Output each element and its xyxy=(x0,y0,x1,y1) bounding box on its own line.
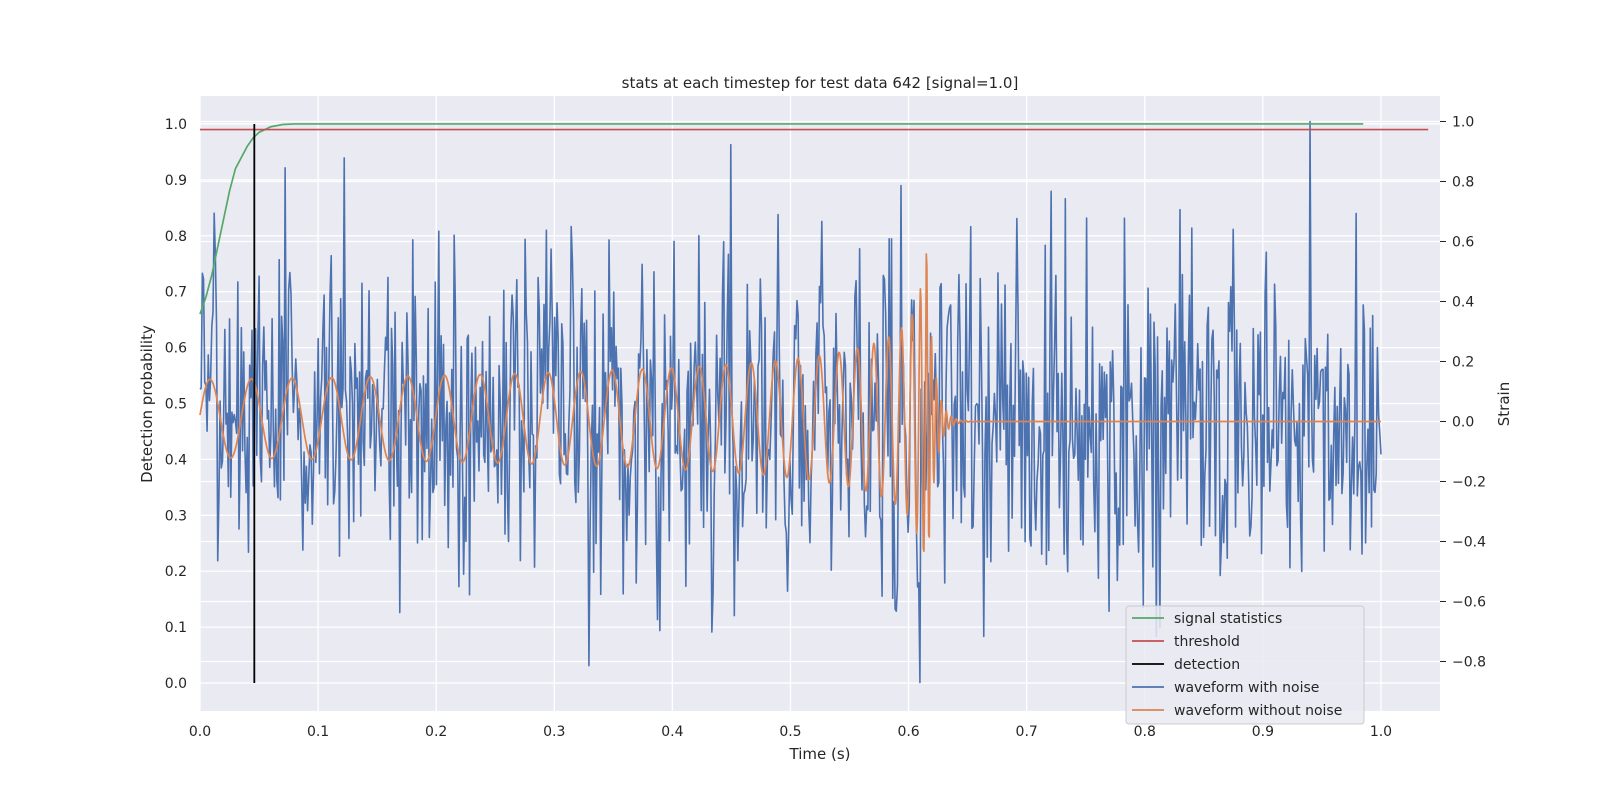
y-left-tick-label: 0.1 xyxy=(165,620,187,636)
x-ticks: 0.0 0.1 0.2 0.3 0.4 0.5 0.6 0.7 0.8 0.9 1.0 xyxy=(189,724,1392,740)
x-tick-label: 0.6 xyxy=(897,724,919,740)
y-left-tick-label: 0.7 xyxy=(165,285,187,301)
y-left-tick-label: 0.5 xyxy=(165,397,187,413)
x-tick-label: 0.5 xyxy=(779,724,801,740)
y-right-ticks: −0.8 −0.6 −0.4 −0.2 0.0 0.2 0.4 0.6 0.8 1.0 xyxy=(1440,115,1486,671)
x-axis-label: Time (s) xyxy=(789,745,851,763)
x-tick-label: 0.7 xyxy=(1016,724,1038,740)
series-waveform-with-noise xyxy=(199,120,1382,684)
y-right-tick-label: 0.0 xyxy=(1452,415,1474,431)
legend-label: detection xyxy=(1174,657,1240,673)
y-left-tick-label: 0.4 xyxy=(165,452,187,468)
y-right-tick-label: 1.0 xyxy=(1452,115,1474,131)
y-left-tick-label: 0.3 xyxy=(165,508,187,524)
series-layer xyxy=(199,120,1429,684)
series-waveform-without-noise xyxy=(199,253,1382,553)
legend-label: waveform without noise xyxy=(1174,703,1342,719)
y-right-tick-label: 0.4 xyxy=(1452,295,1474,311)
x-tick-label: 0.4 xyxy=(661,724,683,740)
x-tick-label: 0.0 xyxy=(189,724,211,740)
x-tick-label: 0.8 xyxy=(1134,724,1156,740)
y-axis-label-right: Strain xyxy=(1495,382,1513,426)
y-left-tick-label: 0.9 xyxy=(165,173,187,189)
series-signal-statistics xyxy=(199,123,1364,315)
legend-label: signal statistics xyxy=(1174,611,1282,627)
y-right-tick-label: −0.8 xyxy=(1452,655,1486,671)
legend-box xyxy=(1125,605,1365,725)
y-left-ticks: 0.0 0.1 0.2 0.3 0.4 0.5 0.6 0.7 0.8 0.9 1.0 xyxy=(165,117,187,692)
legend-label: waveform with noise xyxy=(1174,680,1319,696)
chart-title: stats at each timestep for test data 642… xyxy=(622,74,1019,92)
y-left-tick-label: 0.6 xyxy=(165,341,187,357)
x-tick-label: 0.9 xyxy=(1252,724,1274,740)
y-right-tick-label: 0.8 xyxy=(1452,175,1474,191)
y-left-tick-label: 0.8 xyxy=(165,229,187,245)
legend-label: threshold xyxy=(1174,634,1240,650)
y-right-tick-label: 0.6 xyxy=(1452,235,1474,251)
y-right-tick-label: −0.4 xyxy=(1452,535,1486,551)
y-left-tick-label: 0.2 xyxy=(165,564,187,580)
y-right-tick-label: −0.6 xyxy=(1452,595,1486,611)
legend: signal statistics threshold detection wavef… xyxy=(1125,605,1365,725)
x-tick-label: 0.3 xyxy=(543,724,565,740)
y-axis-label-left: Detection probability xyxy=(138,325,156,483)
x-tick-label: 0.2 xyxy=(425,724,447,740)
y-left-tick-label: 1.0 xyxy=(165,117,187,133)
y-left-tick-label: 0.0 xyxy=(165,676,187,692)
x-tick-label: 1.0 xyxy=(1370,724,1392,740)
x-tick-label: 0.1 xyxy=(307,724,329,740)
y-right-tick-label: 0.2 xyxy=(1452,355,1474,371)
y-right-tick-label: −0.2 xyxy=(1452,475,1486,491)
